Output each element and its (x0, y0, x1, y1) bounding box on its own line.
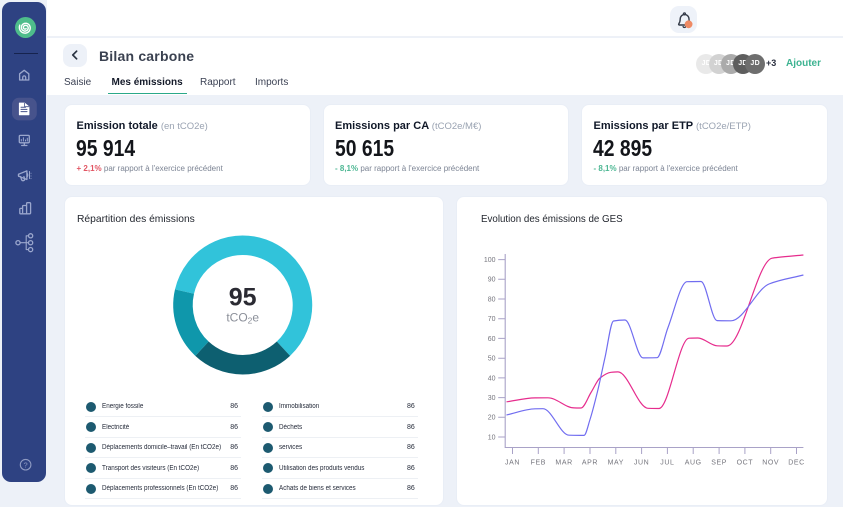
svg-text:JAN: JAN (505, 459, 520, 466)
svg-text:tCO2e: tCO2e (226, 310, 259, 325)
svg-text:JUN: JUN (634, 459, 649, 466)
svg-text:NOV: NOV (762, 459, 779, 466)
svg-text:95: 95 (229, 283, 257, 311)
svg-text:100: 100 (484, 257, 496, 264)
svg-text:MAY: MAY (608, 459, 624, 466)
svg-text:JUL: JUL (660, 459, 674, 466)
svg-text:90: 90 (488, 276, 496, 283)
svg-text:20: 20 (488, 414, 496, 421)
svg-text:40: 40 (488, 375, 496, 382)
svg-text:OCT: OCT (737, 459, 754, 466)
svg-text:AUG: AUG (685, 459, 702, 466)
svg-text:MAR: MAR (555, 459, 572, 466)
svg-text:60: 60 (488, 335, 496, 342)
svg-text:APR: APR (582, 459, 598, 466)
svg-text:70: 70 (488, 316, 496, 323)
svg-text:FEB: FEB (531, 459, 546, 466)
svg-text:DEC: DEC (788, 459, 805, 466)
svg-text:80: 80 (488, 296, 496, 303)
svg-text:50: 50 (488, 355, 496, 362)
svg-text:10: 10 (488, 434, 496, 441)
svg-text:SEP: SEP (711, 459, 727, 466)
svg-text:?: ? (24, 460, 28, 469)
svg-text:30: 30 (488, 395, 496, 402)
